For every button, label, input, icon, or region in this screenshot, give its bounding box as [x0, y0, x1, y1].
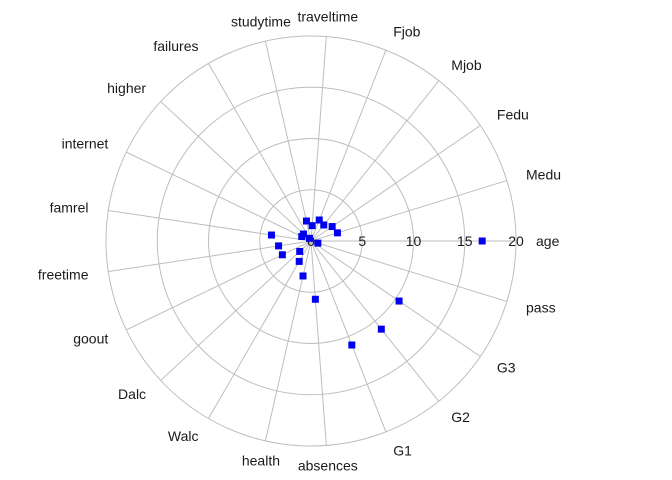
axis-label-pass: pass — [526, 299, 556, 315]
data-point-pass — [314, 239, 322, 247]
data-point-studytime — [302, 217, 310, 225]
data-point-failures — [305, 234, 313, 242]
axis-label-g1: G1 — [393, 442, 412, 458]
radial-ticks: 05101520 — [307, 233, 524, 249]
axis-label-mjob: Mjob — [451, 57, 482, 73]
axis-label-absences: absences — [298, 457, 358, 473]
data-point-dalc — [296, 247, 304, 255]
spoke-g1 — [310, 240, 387, 433]
axis-label-failures: failures — [153, 38, 198, 54]
axis-label-age: age — [536, 233, 560, 249]
axis-label-goout: goout — [73, 331, 108, 347]
spoke-higher — [160, 101, 312, 242]
spoke-internet — [126, 151, 312, 242]
axis-label-dalc: Dalc — [118, 386, 146, 402]
data-point-g3 — [395, 297, 403, 305]
axis-label-g3: G3 — [497, 360, 516, 376]
axis-label-internet: internet — [62, 135, 109, 151]
data-point-absences — [311, 295, 319, 303]
spoke-fjob — [310, 49, 387, 242]
radial-tick-label: 5 — [358, 233, 366, 249]
data-point-fjob — [315, 216, 323, 224]
data-point-goout — [278, 251, 286, 259]
data-point-internet — [298, 233, 306, 241]
data-point-mjob — [320, 221, 328, 229]
data-point-medu — [333, 229, 341, 237]
axis-label-health: health — [242, 452, 280, 468]
axis-label-studytime: studytime — [231, 14, 291, 30]
axis-label-fjob: Fjob — [393, 24, 420, 40]
spoke-health — [264, 240, 312, 441]
spoke-traveltime — [310, 36, 327, 242]
axis-label-traveltime: traveltime — [297, 9, 358, 25]
data-point-traveltime — [308, 222, 316, 230]
axis-label-g2: G2 — [451, 409, 470, 425]
data-point-g1 — [348, 341, 356, 349]
data-point-g2 — [377, 325, 385, 333]
spoke-medu — [310, 180, 508, 242]
axis-label-freetime: freetime — [38, 267, 89, 283]
spoke-fedu — [310, 125, 481, 242]
spoke-famrel — [108, 209, 312, 242]
data-point-age — [478, 237, 486, 245]
data-point-famrel — [267, 231, 275, 239]
radial-tick-label: 10 — [406, 233, 422, 249]
data-point-walc — [295, 257, 303, 265]
spoke-g2 — [310, 240, 440, 402]
data-point-health — [299, 272, 307, 280]
spoke-absences — [310, 240, 327, 446]
radial-tick-label: 15 — [457, 233, 473, 249]
axis-labels: age Medu Fedu Mjob Fjob traveltime studytime fa… — [38, 9, 561, 474]
data-point-fedu — [328, 223, 336, 231]
axis-label-famrel: famrel — [50, 199, 89, 215]
axis-label-fedu: Fedu — [497, 106, 529, 122]
spoke-studytime — [264, 41, 312, 242]
data-point-freetime — [275, 242, 283, 250]
spoke-pass — [310, 240, 508, 302]
spoke-dalc — [160, 240, 312, 381]
axis-label-walc: Walc — [168, 428, 199, 444]
spoke-failures — [208, 63, 312, 242]
spoke-mjob — [310, 80, 440, 242]
axis-label-medu: Medu — [526, 167, 561, 183]
data-points — [267, 216, 486, 349]
spoke-walc — [208, 240, 312, 419]
radial-tick-label: 20 — [508, 233, 524, 249]
axis-label-higher: higher — [107, 80, 146, 96]
